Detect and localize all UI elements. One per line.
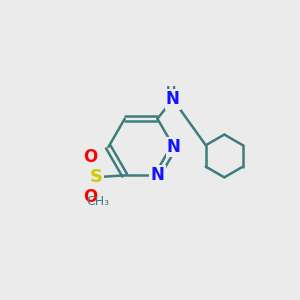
Text: N: N	[151, 166, 164, 184]
Text: O: O	[83, 148, 98, 166]
Text: N: N	[167, 138, 181, 156]
Text: O: O	[83, 188, 98, 206]
Text: N: N	[166, 90, 180, 108]
Text: S: S	[90, 168, 103, 186]
Text: H: H	[166, 85, 177, 98]
Text: CH₃: CH₃	[86, 195, 110, 208]
